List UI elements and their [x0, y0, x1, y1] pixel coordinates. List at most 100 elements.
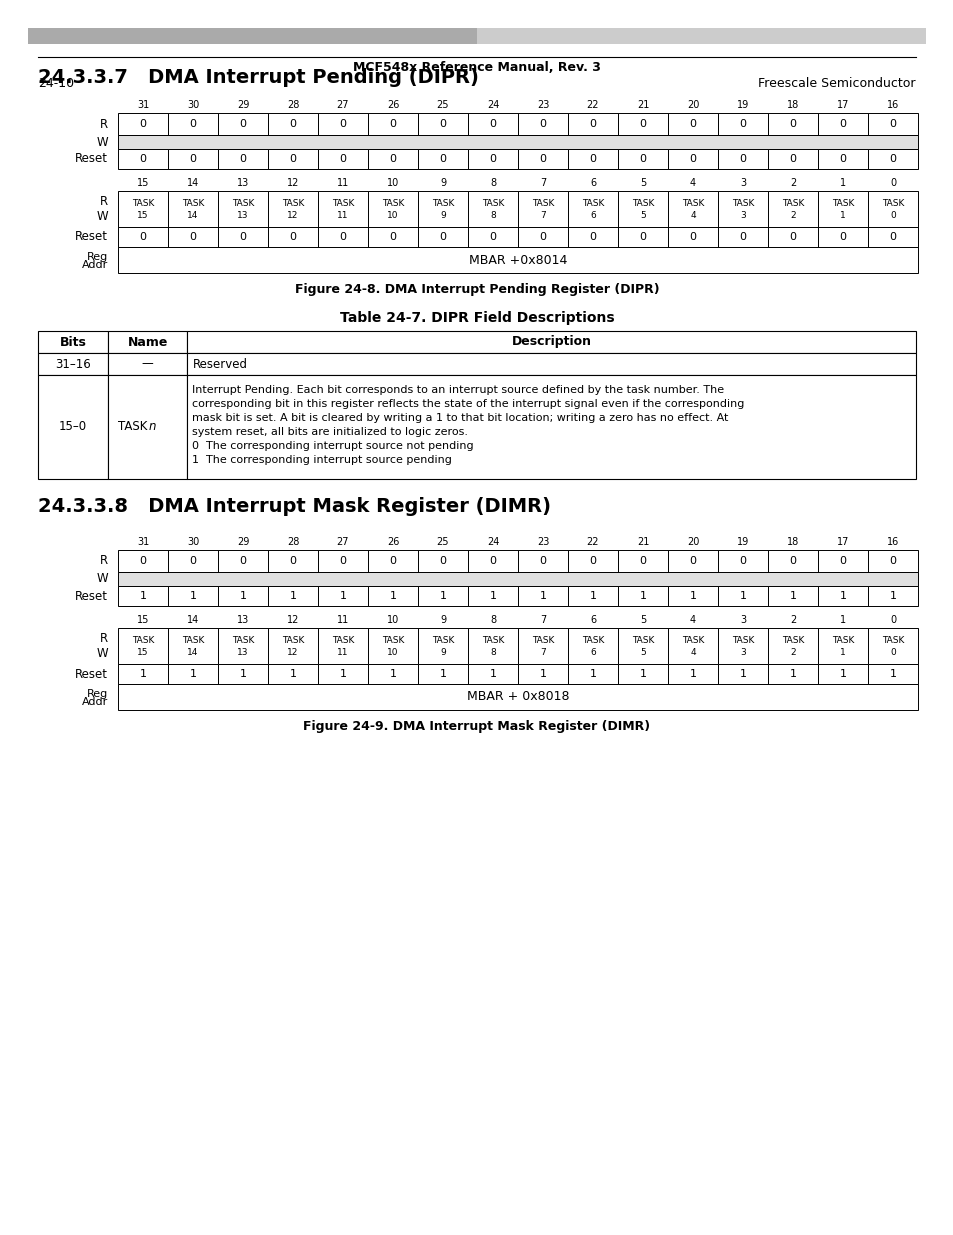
Text: 0: 0	[139, 556, 147, 566]
Text: 1: 1	[139, 592, 147, 601]
Bar	[867, 664, 917, 684]
Text: 0: 0	[889, 211, 895, 220]
Bar	[767, 112, 817, 135]
Bar	[118, 135, 917, 149]
Bar	[187, 353, 915, 375]
Text: 0: 0	[789, 556, 796, 566]
Text: 12: 12	[287, 648, 298, 657]
Text: 0: 0	[339, 154, 346, 164]
Bar	[218, 112, 268, 135]
Bar	[867, 629, 917, 664]
Text: 23: 23	[537, 537, 549, 547]
Bar	[618, 227, 667, 247]
Text: 0: 0	[439, 154, 446, 164]
Text: 7: 7	[539, 648, 545, 657]
Bar	[368, 664, 417, 684]
Text: 3: 3	[740, 648, 745, 657]
Bar	[767, 550, 817, 572]
Text: 1: 1	[739, 669, 745, 679]
Text: 0: 0	[639, 154, 646, 164]
Text: 1: 1	[489, 592, 496, 601]
Text: 9: 9	[439, 211, 445, 220]
Text: TASK: TASK	[731, 636, 754, 645]
Bar	[108, 331, 187, 353]
Bar	[667, 664, 718, 684]
Bar	[817, 112, 867, 135]
Bar	[468, 585, 517, 606]
Text: W: W	[96, 573, 108, 585]
Bar	[817, 149, 867, 169]
Text: Reset: Reset	[75, 667, 108, 680]
Text: 24.3.3.8   DMA Interrupt Mask Register (DIMR): 24.3.3.8 DMA Interrupt Mask Register (DI…	[38, 496, 551, 516]
Bar	[168, 191, 218, 227]
Bar	[517, 585, 567, 606]
Text: 0: 0	[589, 154, 596, 164]
Text: 0: 0	[190, 119, 196, 128]
Text: 9: 9	[439, 648, 445, 657]
Text: Figure 24-8. DMA Interrupt Pending Register (DIPR): Figure 24-8. DMA Interrupt Pending Regis…	[294, 283, 659, 296]
Text: 13: 13	[236, 178, 249, 188]
Bar	[767, 629, 817, 664]
Bar	[718, 585, 767, 606]
Text: 1: 1	[839, 178, 845, 188]
Text: 0: 0	[339, 119, 346, 128]
Text: 0: 0	[589, 119, 596, 128]
Text: n: n	[149, 420, 156, 433]
Text: 8: 8	[490, 178, 496, 188]
Text: 17: 17	[836, 537, 848, 547]
Text: TASK: TASK	[232, 199, 253, 209]
Text: 0: 0	[239, 556, 246, 566]
Text: 0: 0	[289, 556, 296, 566]
Bar	[268, 149, 317, 169]
Bar	[567, 112, 618, 135]
Text: MCF548x Reference Manual, Rev. 3: MCF548x Reference Manual, Rev. 3	[353, 61, 600, 74]
Text: 5: 5	[639, 615, 645, 625]
Text: 4: 4	[689, 648, 695, 657]
Bar	[567, 629, 618, 664]
Text: 4: 4	[689, 178, 696, 188]
Text: Reserved: Reserved	[193, 357, 248, 370]
Bar	[718, 227, 767, 247]
Text: 0: 0	[439, 119, 446, 128]
Text: TASK: TASK	[281, 199, 304, 209]
Text: 1: 1	[689, 669, 696, 679]
Bar	[667, 585, 718, 606]
Bar	[468, 550, 517, 572]
Text: 1: 1	[589, 592, 596, 601]
Bar	[417, 227, 468, 247]
Bar	[618, 191, 667, 227]
Bar	[187, 331, 915, 353]
Text: 0: 0	[239, 154, 246, 164]
Bar	[118, 247, 917, 273]
Text: 28: 28	[287, 100, 299, 110]
Bar	[168, 629, 218, 664]
Text: 0: 0	[839, 154, 845, 164]
Text: 6: 6	[589, 178, 596, 188]
Bar	[38, 375, 108, 479]
Text: 1: 1	[789, 669, 796, 679]
Bar	[817, 585, 867, 606]
Text: 0: 0	[239, 232, 246, 242]
Text: 10: 10	[387, 615, 398, 625]
Bar	[618, 149, 667, 169]
Bar	[468, 112, 517, 135]
Bar	[218, 585, 268, 606]
Bar	[187, 375, 915, 479]
Text: 0: 0	[139, 154, 147, 164]
Bar	[218, 191, 268, 227]
Text: 0: 0	[888, 232, 896, 242]
Bar	[168, 149, 218, 169]
Text: 9: 9	[439, 615, 446, 625]
Text: 1: 1	[888, 669, 896, 679]
Text: 1: 1	[339, 669, 346, 679]
Bar	[368, 585, 417, 606]
Text: 1: 1	[539, 669, 546, 679]
Text: 0: 0	[289, 232, 296, 242]
Text: 0: 0	[689, 119, 696, 128]
Text: W: W	[96, 210, 108, 224]
Text: Freescale Semiconductor: Freescale Semiconductor	[758, 77, 915, 90]
Text: TASK: TASK	[681, 199, 703, 209]
Text: 0: 0	[190, 154, 196, 164]
Bar	[118, 227, 168, 247]
Text: 7: 7	[539, 211, 545, 220]
